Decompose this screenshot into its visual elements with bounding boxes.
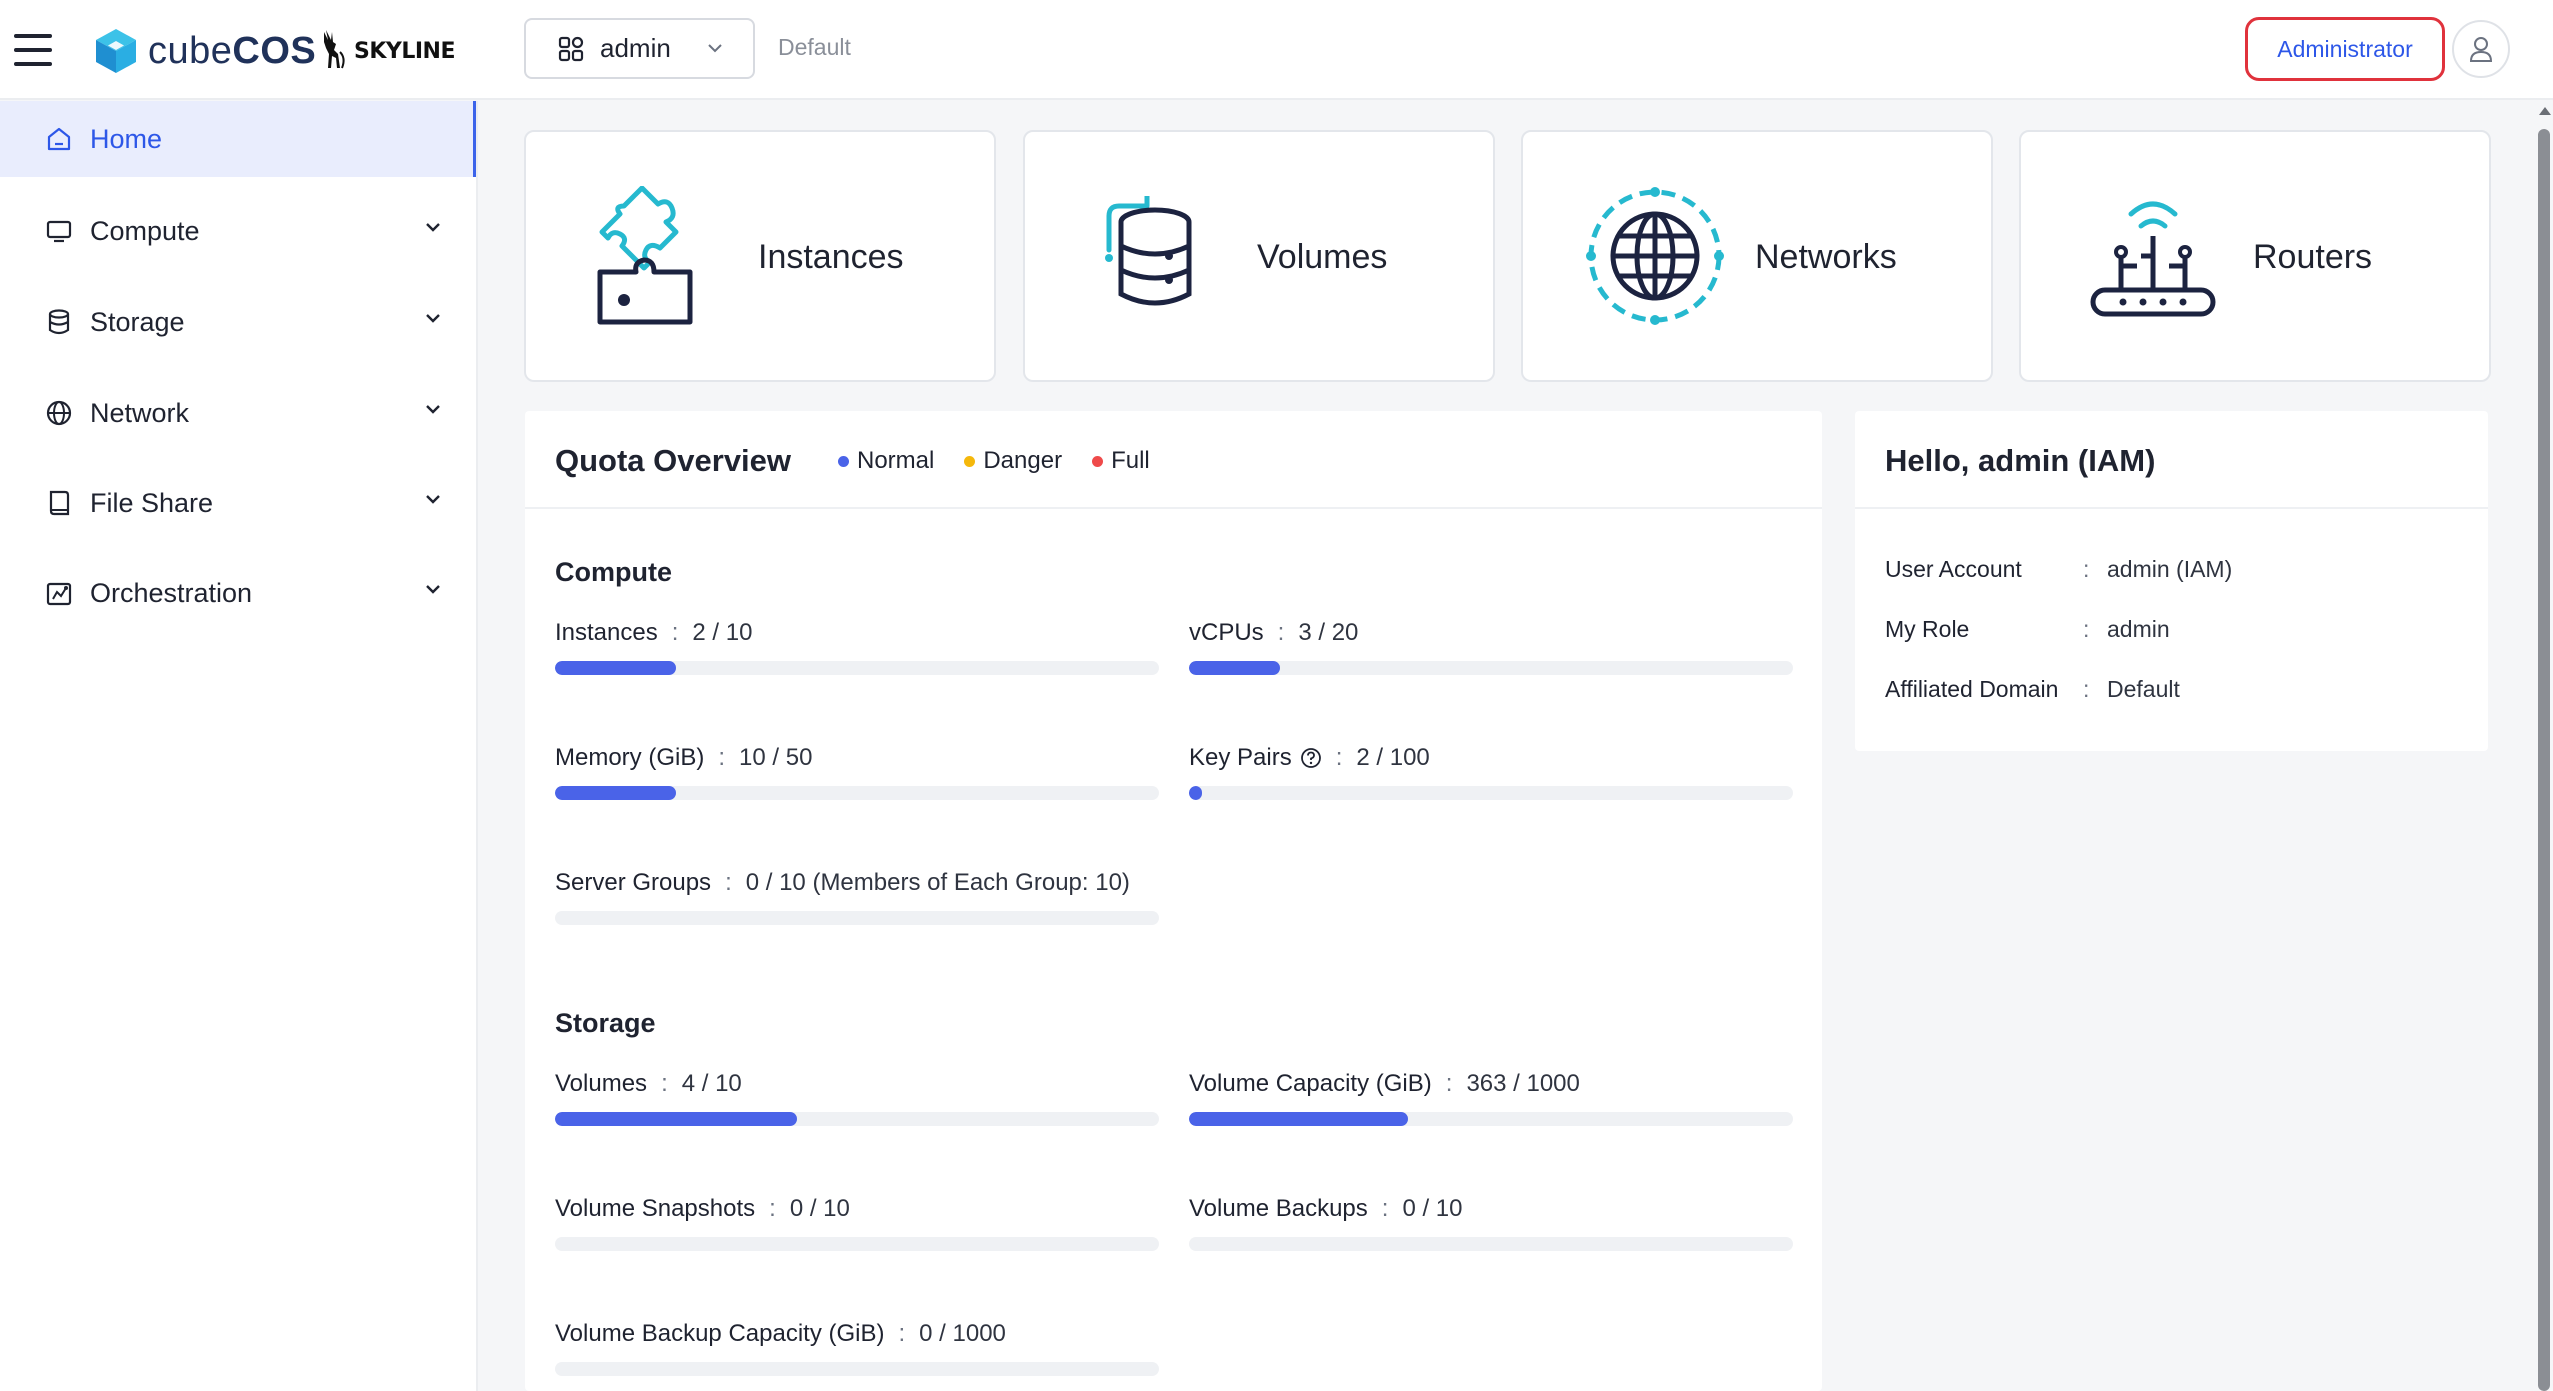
user-info-header: Hello, admin (IAM) (1855, 411, 2488, 509)
card-volumes-label: Volumes (1257, 238, 1388, 276)
globe-network-icon (1586, 187, 1724, 325)
globe-icon (44, 398, 74, 428)
card-instances-label: Instances (758, 238, 904, 276)
card-routers-label: Routers (2253, 238, 2373, 276)
project-grid-icon (558, 36, 584, 61)
top-header: cubeCOS SKYLINE admin Default Administra… (0, 0, 2553, 100)
user-info-panel: Hello, admin (IAM) User Account: admin (I… (1855, 411, 2488, 751)
quota-title: Quota Overview (555, 443, 792, 478)
database-icon (44, 307, 74, 337)
sidebar-item-file-share[interactable]: File Share (0, 465, 476, 541)
quota-volume-backups: Volume Backups:0 / 10 (1189, 1195, 1793, 1275)
router-icon (2090, 201, 2216, 317)
chevron-down-icon (426, 405, 440, 414)
sidebar-item-label: Storage (90, 306, 185, 337)
cube-logo-icon (96, 29, 136, 73)
chevron-down-icon (708, 44, 722, 53)
project-select[interactable]: admin (524, 18, 755, 79)
quota-legend: Normal Danger Full (838, 447, 1180, 475)
sidebar-item-storage[interactable]: Storage (0, 284, 476, 360)
scroll-up-arrow-icon[interactable] (2539, 107, 2551, 115)
administrator-button[interactable]: Administrator (2245, 17, 2445, 81)
user-avatar[interactable] (2452, 20, 2510, 78)
puzzle-icon (597, 186, 693, 325)
sidebar-item-compute[interactable]: Compute (0, 193, 476, 269)
sidebar-item-home[interactable]: Home (0, 101, 476, 177)
scrollbar-thumb[interactable] (2538, 129, 2550, 1391)
user-icon (2469, 37, 2493, 62)
menu-toggle-icon[interactable] (14, 34, 52, 66)
sidebar-item-orchestration[interactable]: Orchestration (0, 555, 476, 631)
page-scrollbar[interactable] (2535, 101, 2553, 1391)
orchestration-icon (44, 578, 74, 608)
logo-text-light: cube (148, 29, 233, 72)
sidebar-item-network[interactable]: Network (0, 375, 476, 451)
legend-danger: Danger (964, 447, 1062, 475)
chevron-down-icon (426, 585, 440, 594)
chevron-down-icon (426, 223, 440, 232)
legend-normal: Normal (838, 447, 934, 475)
chevron-down-icon (426, 314, 440, 323)
quota-panel-header: Quota Overview Normal Danger Full (525, 411, 1822, 509)
quota-overview-panel: Quota Overview Normal Danger Full Comput… (525, 411, 1822, 1391)
sidebar-item-label: Orchestration (90, 577, 253, 608)
legend-full: Full (1092, 447, 1150, 475)
home-icon (44, 124, 74, 154)
logo-text-bold: COS (232, 29, 317, 72)
quota-progress-bar (555, 911, 1159, 925)
card-routers[interactable]: Routers (2019, 130, 2491, 382)
compute-section-title: Compute (555, 557, 672, 587)
project-select-value: admin (600, 33, 671, 63)
sidebar-item-label: Compute (90, 215, 200, 246)
database-stack-icon (1105, 196, 1192, 306)
info-row-affiliated-domain: Affiliated Domain: Default (1885, 676, 2180, 702)
info-row-user-account: User Account: admin (IAM) (1885, 556, 2233, 582)
card-networks[interactable]: Networks (1521, 130, 1993, 382)
card-instances[interactable]: Instances (524, 130, 996, 382)
storage-section-title: Storage (555, 1008, 656, 1038)
quota-memory: Memory (GiB):10 / 50 (555, 744, 1159, 824)
quota-progress-bar (555, 661, 1159, 675)
hello-title: Hello, admin (IAM) (1885, 443, 2156, 478)
sidebar-item-label: File Share (90, 487, 214, 518)
quota-progress-bar (555, 1112, 1159, 1126)
help-icon[interactable] (1300, 747, 1322, 769)
skyline-logo-text: SKYLINE (354, 38, 455, 64)
file-share-icon (44, 488, 74, 518)
deer-icon (324, 30, 345, 69)
chevron-down-icon (426, 495, 440, 504)
quota-progress-bar (555, 786, 1159, 800)
quota-volume-snapshots: Volume Snapshots:0 / 10 (555, 1195, 1159, 1275)
quota-key-pairs: Key Pairs :2 / 100 (1189, 744, 1793, 824)
sidebar: Home Compute Storage Network File Share … (0, 101, 478, 1391)
quota-progress-bar (1189, 1112, 1793, 1126)
quota-progress-bar (1189, 786, 1793, 800)
skyline-logo: SKYLINE (318, 26, 455, 76)
info-row-my-role: My Role: admin (1885, 616, 2170, 642)
quota-instances: Instances:2 / 10 (555, 619, 1159, 699)
quota-server-groups: Server Groups:0 / 10 (Members of Each Gr… (555, 869, 1159, 949)
monitor-icon (44, 216, 74, 246)
card-networks-label: Networks (1755, 238, 1897, 276)
quota-progress-bar (1189, 661, 1793, 675)
sidebar-item-label: Network (90, 397, 190, 428)
quota-progress-bar (1189, 1237, 1793, 1251)
domain-label: Default (778, 34, 851, 60)
quota-volume-capacity: Volume Capacity (GiB):363 / 1000 (1189, 1070, 1793, 1150)
sidebar-item-label: Home (90, 123, 163, 154)
quota-volumes: Volumes:4 / 10 (555, 1070, 1159, 1150)
quota-volume-backup-capacity: Volume Backup Capacity (GiB):0 / 1000 (555, 1320, 1159, 1391)
cubecos-logo[interactable]: cubeCOS (94, 26, 316, 76)
quota-vcpus: vCPUs:3 / 20 (1189, 619, 1793, 699)
card-volumes[interactable]: Volumes (1023, 130, 1495, 382)
quota-progress-bar (555, 1362, 1159, 1376)
quota-progress-bar (555, 1237, 1159, 1251)
